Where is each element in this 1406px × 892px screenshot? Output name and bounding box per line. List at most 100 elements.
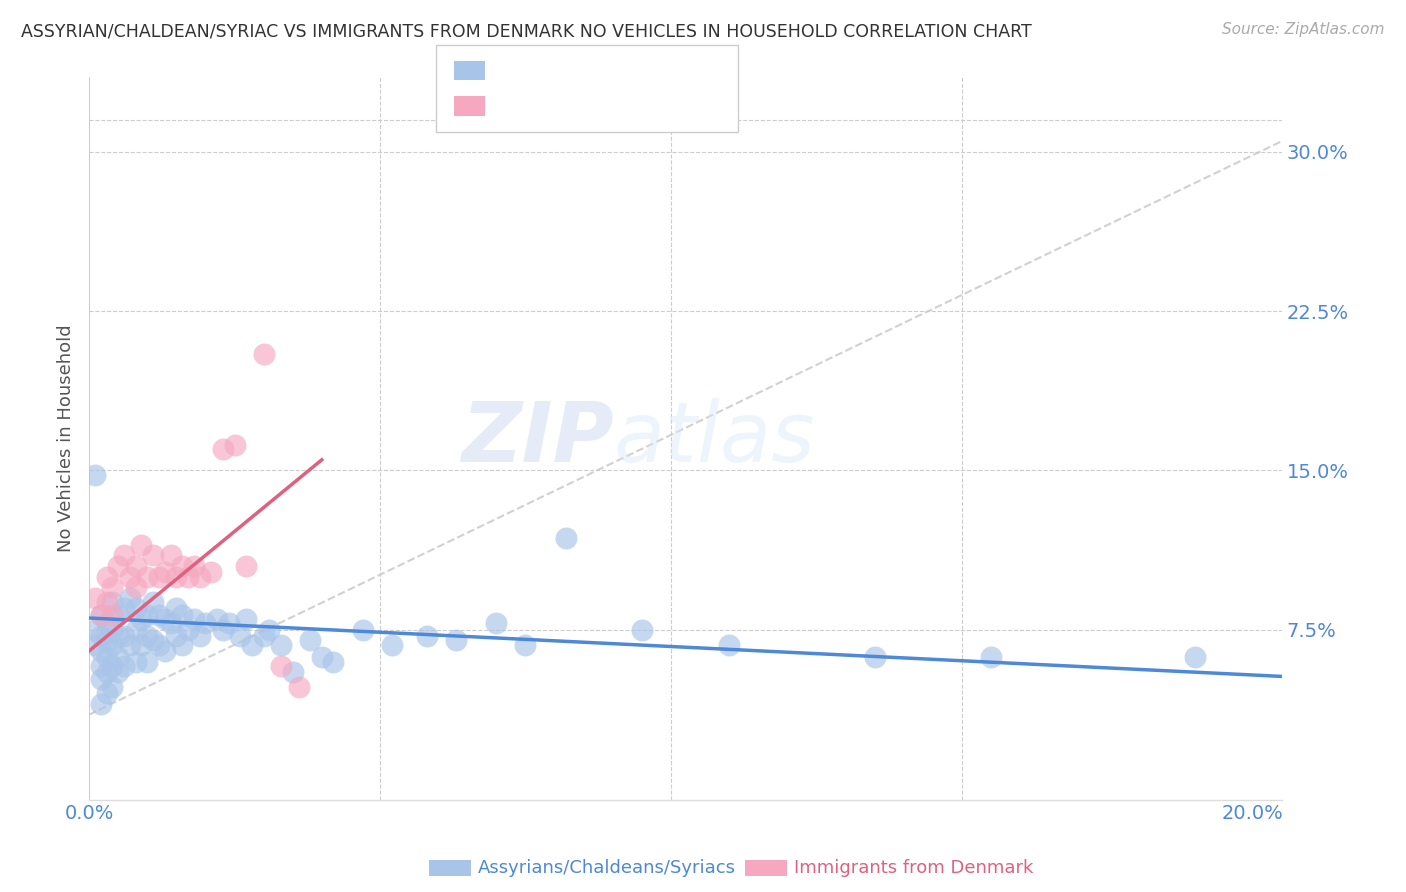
Point	[101, 623, 124, 637]
Point	[177, 623, 200, 637]
Point	[131, 538, 153, 552]
Point	[159, 549, 181, 563]
Point	[90, 629, 112, 643]
Point	[142, 549, 165, 563]
Point	[90, 672, 112, 686]
Point	[142, 595, 165, 609]
Point	[172, 558, 194, 573]
Point	[148, 569, 170, 583]
Text: atlas: atlas	[614, 398, 815, 479]
Point	[311, 650, 333, 665]
Point	[107, 607, 129, 622]
Point	[136, 629, 159, 643]
Point	[83, 467, 105, 482]
Point	[101, 658, 124, 673]
Point	[112, 549, 135, 563]
Text: R = -0.171: R = -0.171	[492, 60, 589, 78]
Point	[96, 569, 118, 583]
Point	[96, 650, 118, 665]
Point	[101, 638, 124, 652]
Point	[101, 580, 124, 594]
Point	[136, 655, 159, 669]
Point	[229, 629, 252, 643]
Point	[83, 638, 105, 652]
Point	[101, 680, 124, 694]
Point	[630, 623, 652, 637]
Point	[118, 591, 141, 605]
Point	[235, 612, 257, 626]
Point	[980, 650, 1002, 665]
Point	[90, 658, 112, 673]
Point	[444, 633, 467, 648]
Point	[148, 638, 170, 652]
Text: Source: ZipAtlas.com: Source: ZipAtlas.com	[1222, 22, 1385, 37]
Point	[96, 686, 118, 700]
Point	[136, 569, 159, 583]
Point	[515, 638, 537, 652]
Point	[124, 580, 146, 594]
Point	[240, 638, 263, 652]
Point	[118, 638, 141, 652]
Point	[124, 558, 146, 573]
Point	[124, 655, 146, 669]
Point	[177, 569, 200, 583]
Point	[194, 616, 217, 631]
Point	[172, 607, 194, 622]
Point	[131, 638, 153, 652]
Point	[112, 601, 135, 615]
Point	[90, 644, 112, 658]
Point	[1184, 650, 1206, 665]
Point	[107, 558, 129, 573]
Text: Immigrants from Denmark: Immigrants from Denmark	[794, 859, 1033, 877]
Point	[270, 658, 292, 673]
Point	[252, 346, 274, 360]
Point	[101, 595, 124, 609]
Point	[172, 638, 194, 652]
Point	[83, 623, 105, 637]
Point	[112, 658, 135, 673]
Point	[183, 558, 205, 573]
Point	[165, 601, 187, 615]
Point	[107, 629, 129, 643]
Point	[136, 607, 159, 622]
Point	[287, 680, 309, 694]
Y-axis label: No Vehicles in Household: No Vehicles in Household	[58, 325, 75, 552]
Point	[200, 566, 222, 580]
Point	[863, 650, 886, 665]
Point	[259, 623, 281, 637]
Text: R = 0.324: R = 0.324	[492, 95, 582, 113]
Point	[118, 569, 141, 583]
Point	[165, 569, 187, 583]
Point	[159, 616, 181, 631]
Point	[131, 612, 153, 626]
Point	[555, 532, 578, 546]
Point	[235, 558, 257, 573]
Point	[153, 644, 176, 658]
Point	[718, 638, 741, 652]
Point	[112, 629, 135, 643]
Point	[90, 697, 112, 711]
Point	[281, 665, 304, 680]
Point	[148, 607, 170, 622]
Text: N = 76: N = 76	[626, 60, 693, 78]
Text: ASSYRIAN/CHALDEAN/SYRIAC VS IMMIGRANTS FROM DENMARK NO VEHICLES IN HOUSEHOLD COR: ASSYRIAN/CHALDEAN/SYRIAC VS IMMIGRANTS F…	[21, 22, 1032, 40]
Point	[107, 665, 129, 680]
Point	[124, 601, 146, 615]
Point	[83, 591, 105, 605]
Point	[212, 442, 235, 457]
Point	[352, 623, 374, 637]
Point	[205, 612, 228, 626]
Point	[96, 616, 118, 631]
Point	[270, 638, 292, 652]
Point	[96, 665, 118, 680]
Point	[212, 623, 235, 637]
Point	[183, 612, 205, 626]
Point	[96, 595, 118, 609]
Point	[90, 607, 112, 622]
Point	[153, 612, 176, 626]
Point	[153, 566, 176, 580]
Text: ZIP: ZIP	[461, 398, 614, 479]
Point	[188, 629, 211, 643]
Text: N = 29: N = 29	[626, 95, 693, 113]
Point	[101, 607, 124, 622]
